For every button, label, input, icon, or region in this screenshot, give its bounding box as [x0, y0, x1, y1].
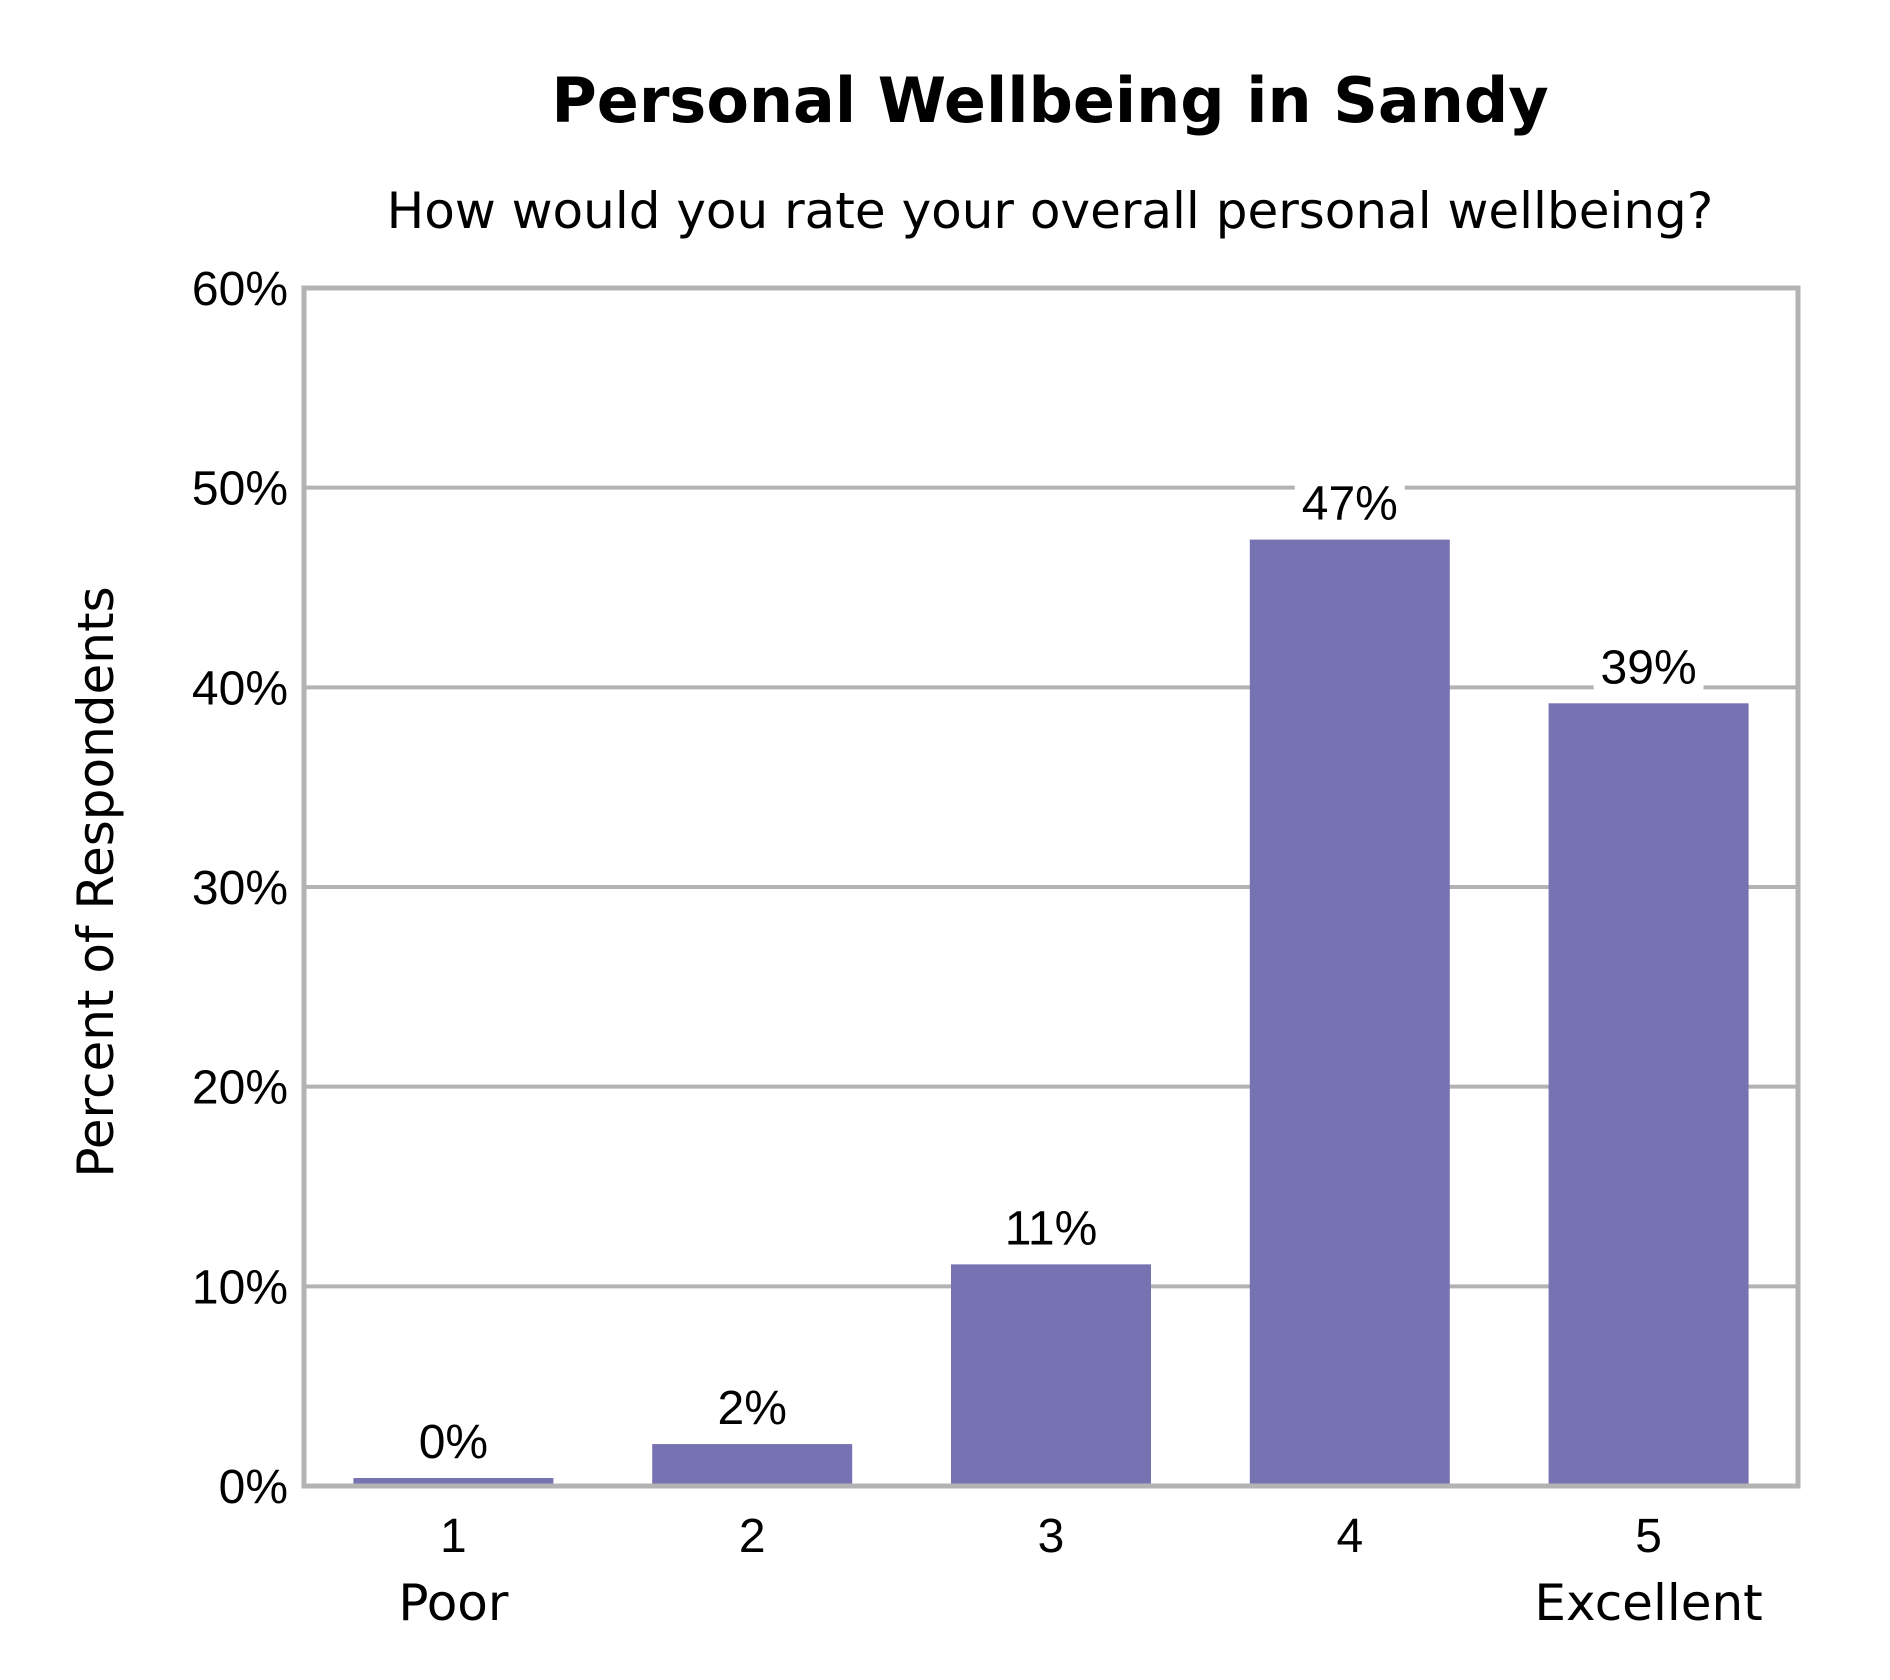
data-label: 47% — [1302, 478, 1398, 531]
bar — [1249, 539, 1450, 1486]
data-label-background — [1294, 477, 1405, 530]
y-tick-labels: 0% 10% 20% 30% 40% 50% 60% — [192, 263, 288, 1514]
data-label: 11% — [1005, 1202, 1098, 1255]
y-tick-label: 50% — [192, 463, 288, 516]
x-tick-label: 4 — [1336, 1510, 1363, 1563]
y-tick-label: 10% — [192, 1261, 288, 1314]
data-label-background — [712, 1382, 793, 1435]
data-label: 39% — [1601, 641, 1697, 694]
x-tick-labels: 1 Poor 2 3 4 5 Excellent — [398, 1510, 1762, 1632]
y-tick-label: 0% — [219, 1461, 288, 1514]
bar — [652, 1444, 853, 1486]
data-labels: 0% 2% 11% 47% 39% — [413, 477, 1704, 1469]
y-tick-label: 30% — [192, 862, 288, 915]
x-tick-label: 2 — [739, 1510, 766, 1563]
data-label-background — [1593, 641, 1704, 694]
bar — [1548, 703, 1749, 1486]
data-label: 2% — [718, 1382, 787, 1435]
chart-title: Personal Wellbeing in Sandy — [551, 64, 1548, 137]
bars — [353, 539, 1749, 1486]
data-label-background — [996, 1202, 1106, 1255]
y-tick-label: 40% — [192, 662, 288, 715]
y-tick-label: 20% — [192, 1062, 288, 1115]
x-tick-label: 3 — [1038, 1510, 1065, 1563]
x-category-sublabel: Excellent — [1534, 1574, 1762, 1632]
bar — [353, 1478, 554, 1486]
chart-subtitle: How would you rate your overall personal… — [387, 182, 1714, 240]
plot-frame — [301, 285, 1801, 1489]
bar — [951, 1264, 1151, 1486]
plot-border — [301, 285, 1801, 1489]
x-tick-label: 5 — [1635, 1510, 1662, 1563]
y-tick-label: 60% — [192, 263, 288, 316]
data-label-background — [413, 1416, 494, 1469]
x-tick-label: 1 — [440, 1510, 467, 1563]
y-axis-label: Percent of Respondents — [67, 586, 125, 1177]
data-label: 0% — [419, 1416, 488, 1469]
x-category-sublabel: Poor — [398, 1574, 509, 1632]
